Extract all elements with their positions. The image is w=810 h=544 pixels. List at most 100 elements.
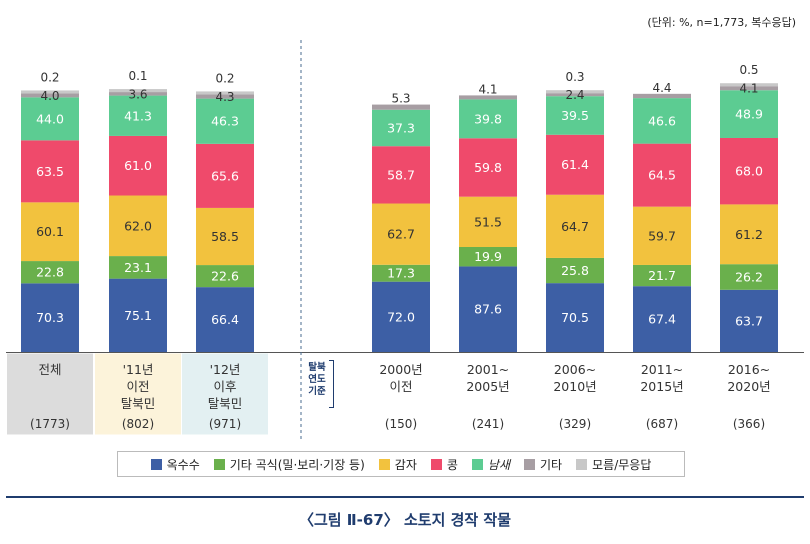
category-label: 2005년 bbox=[466, 379, 509, 394]
legend-swatch bbox=[576, 458, 588, 470]
data-label: 22.6 bbox=[211, 269, 239, 284]
data-label: 61.4 bbox=[561, 157, 589, 172]
bar-segment bbox=[196, 265, 254, 288]
bar-segment bbox=[633, 206, 691, 265]
bar-segment bbox=[109, 89, 167, 93]
legend: 옥수수 기타 곡식(밀·보리·기장 등) 감자 콩 남새 기타 모름/무응답 bbox=[117, 451, 685, 477]
data-label: 59.7 bbox=[648, 228, 676, 243]
legend-label: 감자 bbox=[394, 457, 417, 472]
data-label: 58.5 bbox=[211, 229, 239, 244]
data-label: 0.2 bbox=[215, 71, 234, 85]
category-label: 이후 bbox=[213, 379, 236, 394]
data-label: 58.7 bbox=[387, 167, 415, 182]
bar-segment bbox=[372, 104, 430, 110]
category-label: '11년 bbox=[123, 362, 154, 377]
bar-segment bbox=[633, 93, 691, 99]
bar-segment bbox=[21, 93, 79, 98]
bar-segment bbox=[546, 194, 604, 258]
category-background bbox=[7, 353, 93, 435]
bar-segment bbox=[720, 86, 778, 91]
data-label: 61.2 bbox=[735, 227, 763, 242]
category-count: (971) bbox=[209, 417, 241, 431]
bar-segment bbox=[633, 286, 691, 352]
category-label: 탈북민 bbox=[208, 396, 243, 411]
bar-segment bbox=[546, 134, 604, 195]
data-label: 37.3 bbox=[387, 120, 415, 135]
data-label: 63.7 bbox=[735, 313, 763, 328]
legend-swatch bbox=[213, 458, 225, 470]
category-background bbox=[95, 353, 181, 435]
axis-tag-line: 연도 bbox=[308, 374, 326, 385]
legend-label: 남새 bbox=[487, 457, 511, 472]
data-label: 4.1 bbox=[478, 82, 497, 96]
data-label: 66.4 bbox=[211, 312, 239, 327]
data-label: 62.0 bbox=[124, 218, 152, 233]
data-label: 4.1 bbox=[739, 82, 758, 96]
data-label: 68.0 bbox=[735, 164, 763, 179]
bar-segment bbox=[633, 143, 691, 207]
bar-segment bbox=[633, 98, 691, 144]
bar-segment bbox=[109, 95, 167, 136]
legend-swatch bbox=[471, 458, 483, 470]
data-label: 51.5 bbox=[474, 214, 502, 229]
category-count: (1773) bbox=[30, 417, 70, 431]
category-count: (366) bbox=[733, 417, 765, 431]
data-label: 4.0 bbox=[40, 89, 59, 103]
data-label: 44.0 bbox=[36, 111, 64, 126]
bar-segment bbox=[109, 278, 167, 352]
data-label: 26.2 bbox=[735, 269, 763, 284]
bar-segment bbox=[720, 137, 778, 205]
legend-label: 모름/무응답 bbox=[592, 457, 652, 472]
data-label: 22.8 bbox=[36, 265, 64, 280]
bar-segment bbox=[372, 146, 430, 204]
legend-item: 기타 bbox=[524, 456, 562, 473]
data-label: 5.3 bbox=[391, 92, 410, 106]
category-label: 2000년 bbox=[379, 362, 422, 377]
bar-segment bbox=[546, 96, 604, 135]
bar-segment bbox=[372, 203, 430, 265]
category-label: 전체 bbox=[38, 362, 61, 377]
category-label: 이전 bbox=[389, 379, 412, 394]
bar-segment bbox=[720, 90, 778, 138]
data-label: 19.9 bbox=[474, 249, 502, 264]
data-label: 39.5 bbox=[561, 108, 589, 123]
legend-item: 기타 곡식(밀·보리·기장 등) bbox=[213, 456, 365, 473]
data-label: 72.0 bbox=[387, 309, 415, 324]
category-background bbox=[182, 353, 268, 435]
bar-segment bbox=[21, 97, 79, 141]
legend-label: 기타 bbox=[540, 457, 563, 472]
data-label: 87.6 bbox=[474, 302, 502, 317]
bar-segment bbox=[546, 90, 604, 94]
category-label: 탈북민 bbox=[121, 396, 156, 411]
legend-item: 감자 bbox=[378, 456, 417, 473]
bar-segment bbox=[196, 207, 254, 266]
data-label: 4.3 bbox=[215, 90, 234, 104]
caption-divider bbox=[6, 496, 804, 498]
data-label: 41.3 bbox=[124, 108, 152, 123]
bar-segment bbox=[546, 283, 604, 352]
bar-segment bbox=[720, 289, 778, 352]
bar-segment bbox=[459, 196, 517, 247]
bar-segment bbox=[372, 281, 430, 352]
data-label: 60.1 bbox=[36, 224, 64, 239]
bar-segment bbox=[196, 98, 254, 144]
data-label: 70.3 bbox=[36, 310, 64, 325]
bar-segment bbox=[109, 92, 167, 96]
bar-segment bbox=[21, 283, 79, 352]
legend-swatch bbox=[524, 458, 536, 470]
data-label: 21.7 bbox=[648, 268, 676, 283]
category-label: 2006~ bbox=[554, 362, 596, 377]
bar-segment bbox=[720, 83, 778, 87]
axis-group-tag: 탈북 연도 기준 bbox=[304, 362, 330, 398]
legend-item: 콩 bbox=[430, 456, 458, 473]
bar-segment bbox=[196, 91, 254, 95]
bar-segment bbox=[633, 264, 691, 287]
bar-segment bbox=[372, 264, 430, 282]
data-label: 48.9 bbox=[735, 107, 763, 122]
bar-segment bbox=[21, 90, 79, 94]
bar-segment bbox=[109, 195, 167, 257]
bar-segment bbox=[720, 264, 778, 290]
data-label: 59.8 bbox=[474, 160, 502, 175]
data-label: 0.2 bbox=[40, 70, 59, 84]
